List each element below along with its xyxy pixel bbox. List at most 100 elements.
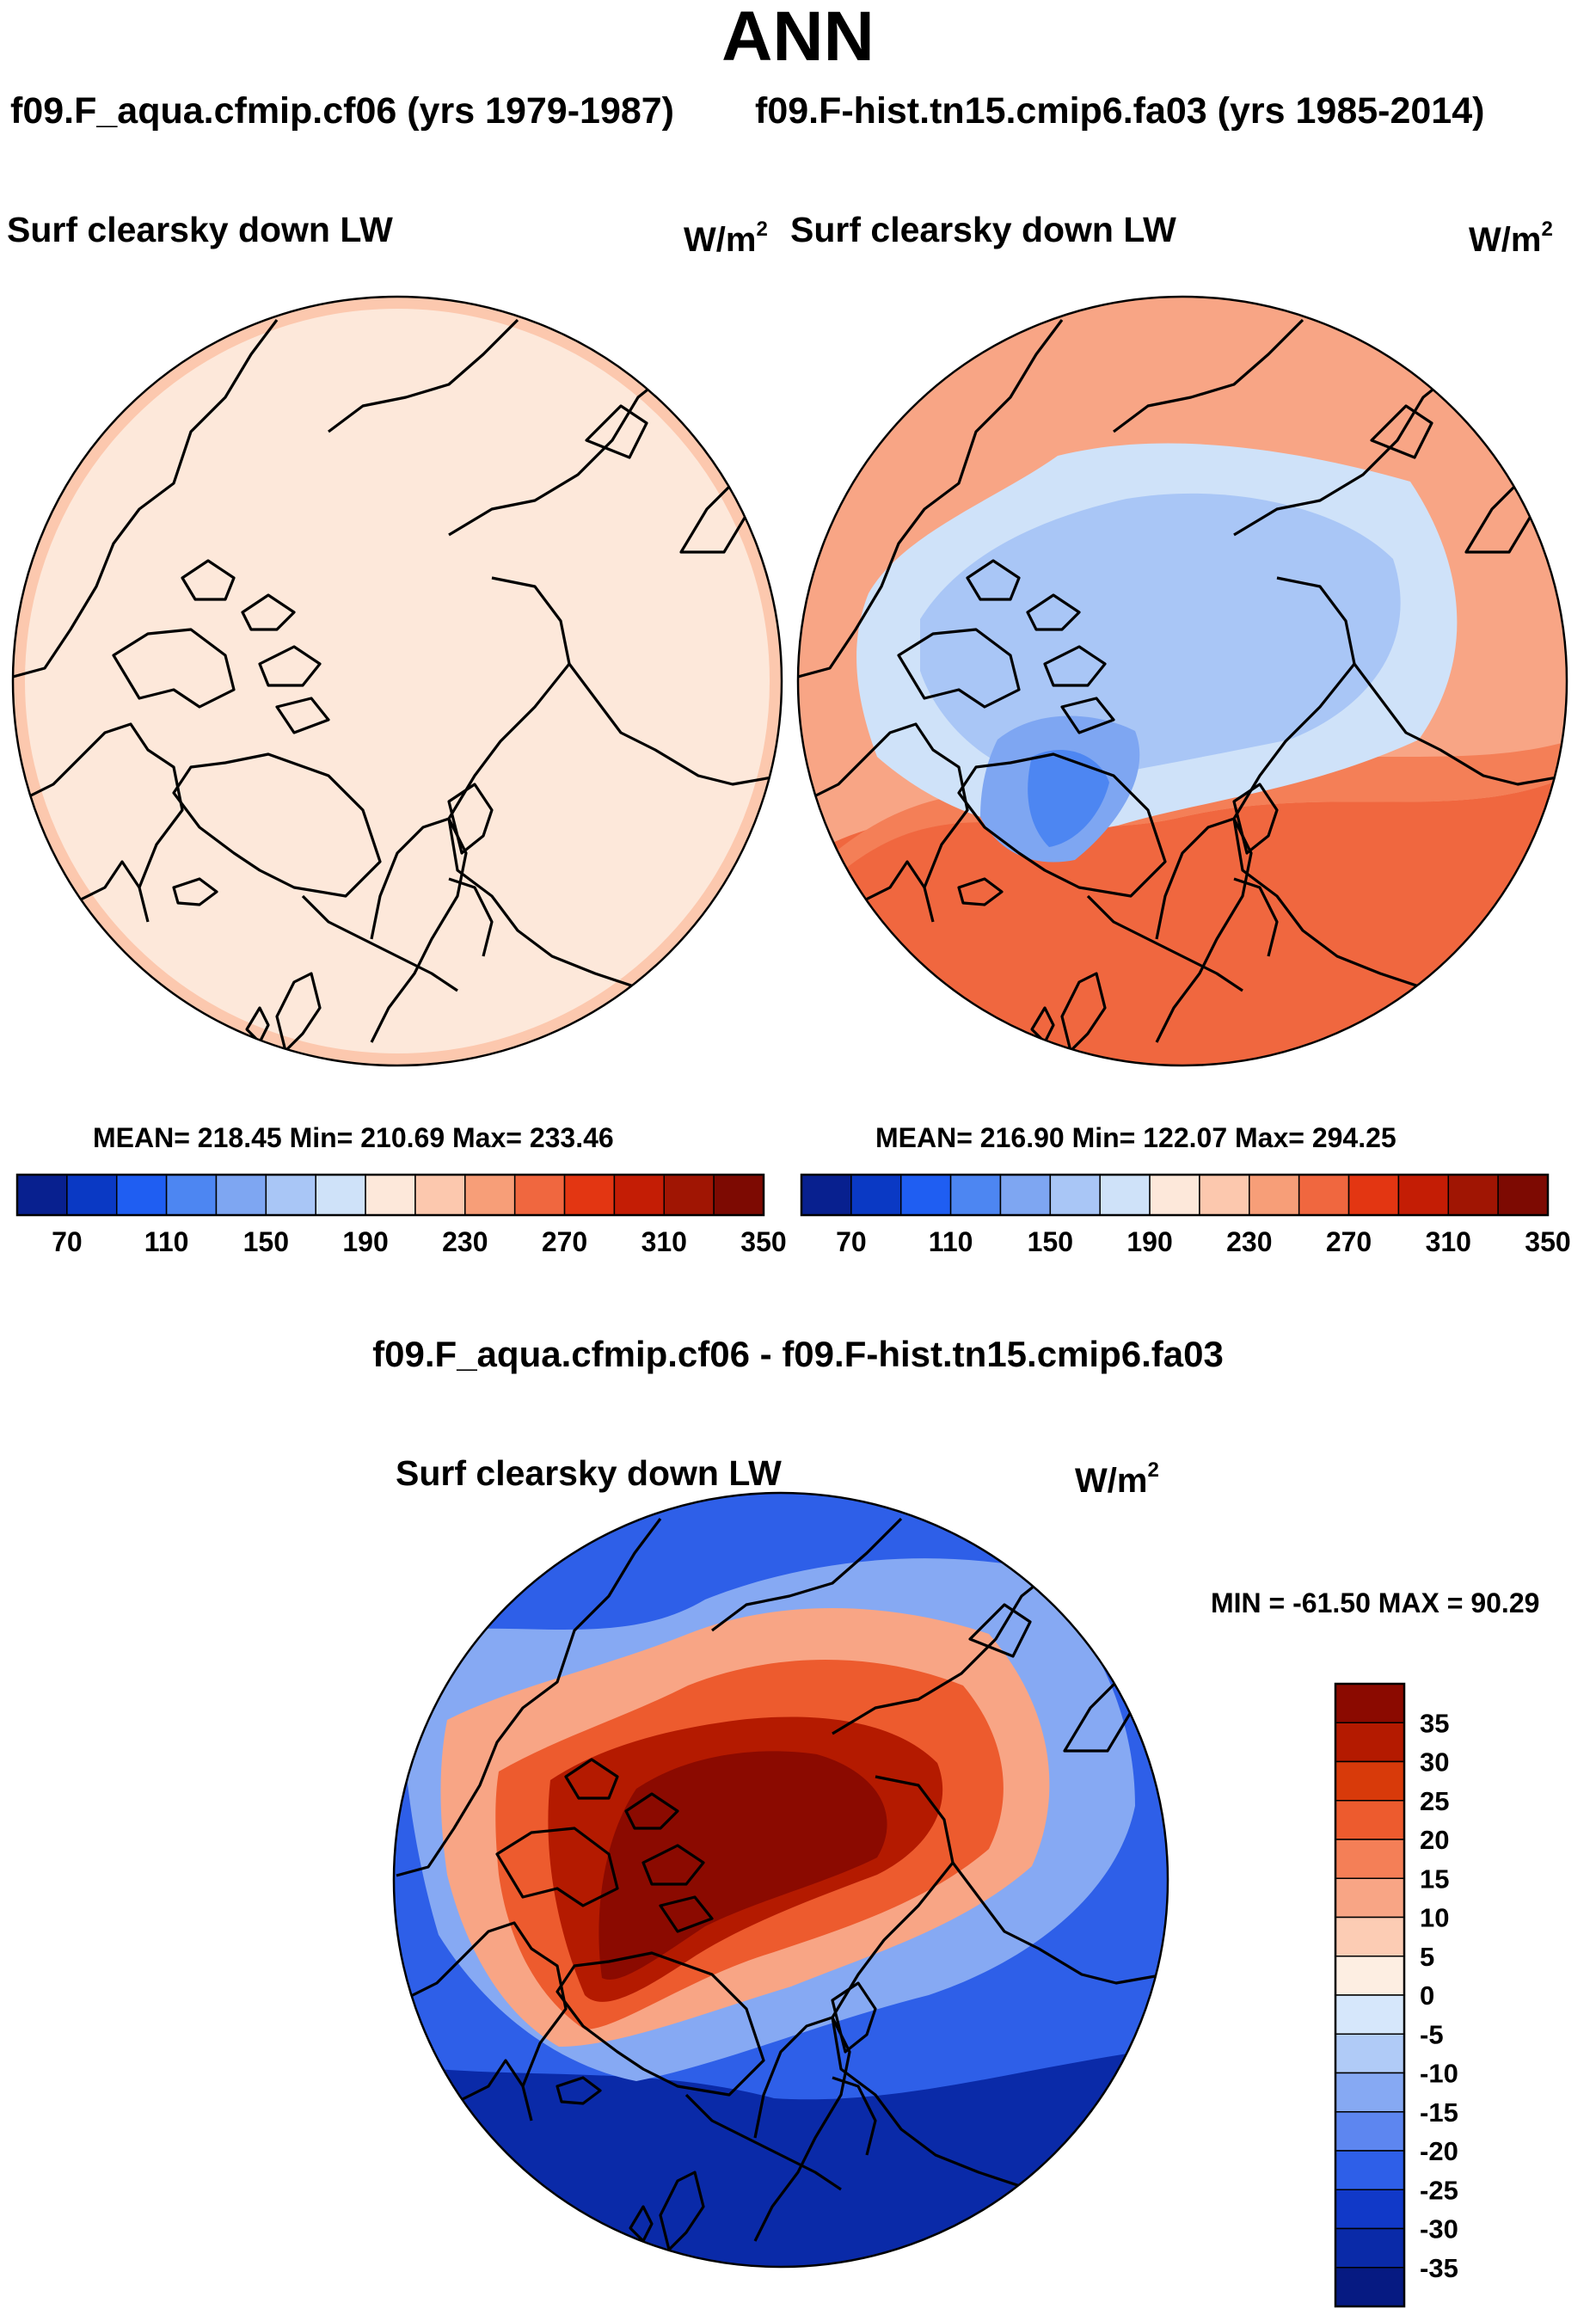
colorbar-swatch — [1199, 1174, 1250, 1216]
colorbar-tick-label: 30 — [1420, 1747, 1449, 1778]
left-case-label: f09.F_aqua.cfmip.cf06 (yrs 1979-1987) — [10, 90, 675, 132]
colorbar-swatch — [713, 1174, 764, 1216]
colorbar-tick-label: 230 — [1226, 1226, 1272, 1257]
colorbar-tick-label: 350 — [1525, 1226, 1570, 1257]
panel-2-greenland-core — [1028, 749, 1109, 847]
colorbar-swatch — [165, 1174, 218, 1216]
colorbar-swatch — [1335, 1994, 1405, 2035]
colorbar-tick-label: 0 — [1420, 1980, 1434, 2011]
panel-2-warm-south — [800, 774, 1567, 1065]
colorbar-swatch — [115, 1174, 168, 1216]
panel-1-title: Surf clearsky down LW — [7, 210, 393, 249]
colorbar-frame — [800, 1173, 1550, 1217]
panel-1-stats: MEAN= 218.45 Min= 210.69 Max= 233.46 — [93, 1122, 614, 1153]
panel-2-map — [796, 295, 1568, 1067]
colorbar-tick-label: 70 — [836, 1226, 867, 1257]
colorbar-swatch — [365, 1174, 416, 1216]
colorbar-swatch — [613, 1174, 666, 1216]
colorbar-swatch — [1335, 1800, 1405, 1840]
colorbar-swatch — [464, 1174, 516, 1216]
colorbar-tick-label: 5 — [1420, 1942, 1434, 1972]
colorbar-tick-label: 230 — [442, 1226, 488, 1257]
panel-2-band — [826, 740, 1567, 886]
colorbar-tick-label: 310 — [1426, 1226, 1471, 1257]
panel-3-title: Surf clearsky down LW — [396, 1453, 782, 1493]
colorbar-swatch — [1149, 1174, 1200, 1216]
colorbar-tick-label: -10 — [1420, 2059, 1458, 2089]
colorbar-swatch — [899, 1174, 952, 1216]
panel-1-border — [11, 295, 783, 1067]
colorbar-tick-label: -25 — [1420, 2175, 1458, 2205]
panel-1-units: W/m2 — [684, 218, 768, 259]
colorbar-tick-label: 70 — [52, 1226, 83, 1257]
colorbar-swatch — [265, 1174, 316, 1216]
colorbar-swatch — [16, 1174, 68, 1216]
colorbar-tick-label: 190 — [342, 1226, 388, 1257]
colorbar-swatch — [1335, 1839, 1405, 1879]
colorbar-swatch — [1249, 1174, 1300, 1216]
colorbar-swatch — [66, 1174, 118, 1216]
panel-2-title: Surf clearsky down LW — [790, 210, 1176, 249]
colorbar-swatch — [949, 1174, 1002, 1216]
panel-3-map — [392, 1491, 1169, 2269]
colorbar-tick-label: 150 — [243, 1226, 289, 1257]
colorbar-tick-label: 15 — [1420, 1864, 1449, 1894]
colorbar-swatch — [1049, 1174, 1101, 1216]
colorbar-swatch — [1335, 2227, 1405, 2269]
colorbar-swatch — [1335, 1722, 1405, 1763]
colorbar-swatch — [1335, 2111, 1405, 2152]
panel-1-colorbar: 70 110 150 190 230 270 310 350 — [15, 1173, 787, 1257]
colorbar-tick-label: 10 — [1420, 1903, 1449, 1933]
difference-title: f09.F_aqua.cfmip.cf06 - f09.F-hist.tn15.… — [372, 1334, 1224, 1374]
colorbar-swatch — [513, 1174, 566, 1216]
colorbar-swatch — [1335, 1683, 1405, 1723]
colorbar-swatch — [1497, 1174, 1549, 1216]
panel-3-border — [392, 1491, 1169, 2269]
colorbar-swatch — [1335, 1877, 1405, 1919]
colorbar-tick-label: 20 — [1420, 1825, 1449, 1855]
colorbar-swatch — [1335, 2072, 1405, 2113]
panel-2-warm-nw — [817, 297, 929, 370]
panel-2-units: W/m2 — [1469, 218, 1553, 259]
panel-3-stats: MIN = -61.50 MAX = 90.29 — [1211, 1587, 1540, 1618]
colorbar-swatch — [1397, 1174, 1450, 1216]
colorbar-tick-label: 270 — [1326, 1226, 1372, 1257]
colorbar-swatch — [215, 1174, 267, 1216]
colorbar-swatch — [1335, 2150, 1405, 2190]
colorbar-swatch — [563, 1174, 616, 1216]
colorbar-tick-label: 110 — [144, 1226, 189, 1257]
colorbar-swatch — [1347, 1174, 1400, 1216]
colorbar-swatch — [1298, 1174, 1350, 1216]
colorbar-frame — [1334, 1682, 1406, 2308]
colorbar-swatch — [801, 1174, 852, 1216]
colorbar-swatch — [663, 1174, 715, 1216]
colorbar-tick-label: 35 — [1420, 1708, 1449, 1738]
colorbar-swatch — [999, 1174, 1052, 1216]
colorbar-swatch — [414, 1174, 466, 1216]
right-case-label: f09.F-hist.tn15.cmip6.fa03 (yrs 1985-201… — [755, 90, 1485, 132]
colorbar-tick-label: -35 — [1420, 2253, 1458, 2283]
colorbar-tick-label: -5 — [1420, 2019, 1444, 2049]
panel-2-colorbar: 70 110 150 190 230 270 310 350 — [800, 1173, 1571, 1257]
colorbar-tick-label: 310 — [641, 1226, 687, 1257]
figure-title: ANN — [721, 0, 875, 76]
panel-3-units: W/m2 — [1075, 1458, 1159, 1500]
colorbar-swatch — [850, 1174, 902, 1216]
panel-3-colorbar: 35 30 25 20 15 10 5 0 -5 -10 -15 -20 -25 -30 -35 — [1334, 1682, 1458, 2308]
colorbar-tick-label: 110 — [929, 1226, 973, 1257]
colorbar-swatch — [1335, 2267, 1405, 2307]
colorbar-tick-label: 150 — [1028, 1226, 1073, 1257]
colorbar-swatch — [1335, 1916, 1405, 1957]
colorbar-tick-label: -30 — [1420, 2214, 1458, 2244]
colorbar-swatch — [1447, 1174, 1499, 1216]
colorbar-frame — [15, 1173, 765, 1217]
panel-2-border — [796, 295, 1568, 1067]
colorbar-swatch — [1335, 2033, 1405, 2074]
colorbar-tick-label: -15 — [1420, 2097, 1458, 2128]
colorbar-tick-label: 25 — [1420, 1786, 1449, 1816]
panel-2-stats: MEAN= 216.90 Min= 122.07 Max= 294.25 — [875, 1122, 1396, 1153]
colorbar-swatch — [1335, 1956, 1405, 1996]
colorbar-swatch — [1335, 2189, 1405, 2230]
colorbar-tick-label: 350 — [740, 1226, 786, 1257]
colorbar-tick-label: -20 — [1420, 2136, 1458, 2166]
